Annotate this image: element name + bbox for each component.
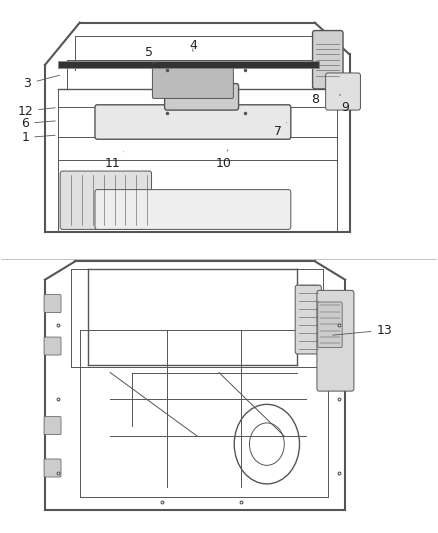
Text: 5: 5 [145,46,154,64]
FancyBboxPatch shape [60,171,152,229]
Text: 13: 13 [333,324,392,337]
FancyBboxPatch shape [58,61,319,68]
Text: 1: 1 [21,131,55,144]
FancyBboxPatch shape [44,459,61,477]
Text: 3: 3 [24,75,60,90]
Text: 6: 6 [21,117,55,130]
FancyBboxPatch shape [295,285,321,354]
Text: 7: 7 [274,123,286,138]
FancyBboxPatch shape [44,295,61,313]
Text: 9: 9 [340,94,349,114]
Text: 4: 4 [189,39,197,52]
FancyBboxPatch shape [44,417,61,434]
FancyBboxPatch shape [95,190,291,229]
FancyBboxPatch shape [95,105,291,139]
FancyBboxPatch shape [165,84,239,110]
FancyBboxPatch shape [313,30,343,89]
FancyBboxPatch shape [317,290,354,391]
FancyBboxPatch shape [44,337,61,355]
Text: 10: 10 [215,150,231,169]
Text: 8: 8 [311,93,319,106]
FancyBboxPatch shape [152,66,233,99]
FancyBboxPatch shape [318,302,342,348]
FancyBboxPatch shape [325,73,360,110]
Text: 12: 12 [18,104,55,118]
Text: 11: 11 [105,152,124,169]
